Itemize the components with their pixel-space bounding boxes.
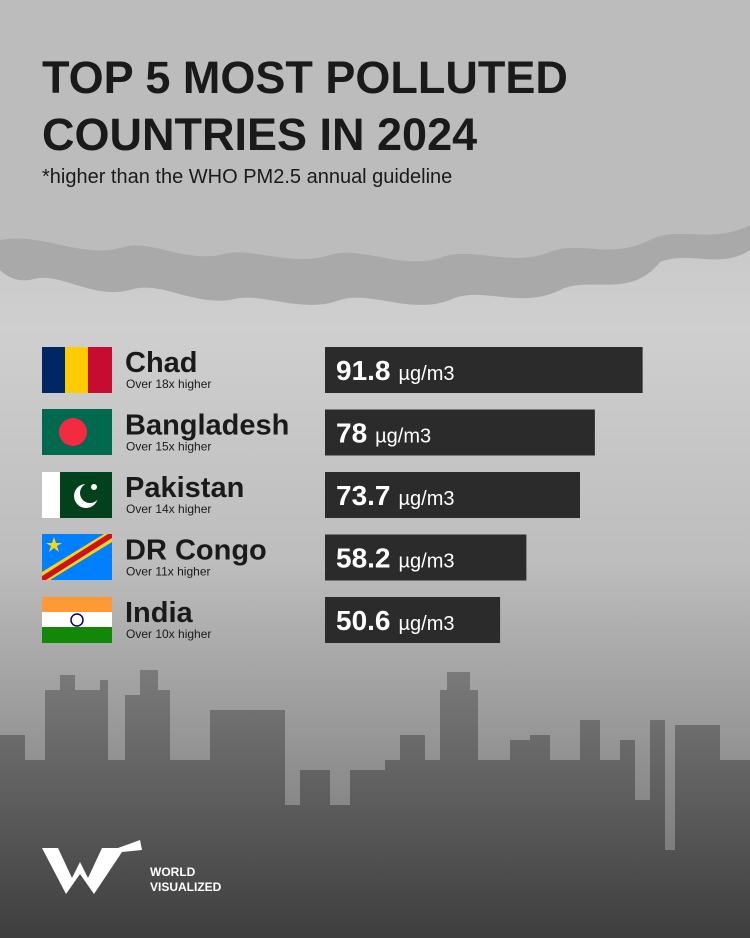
country-name: India <box>125 597 194 629</box>
value-label: 91.8 µg/m3 <box>336 355 455 386</box>
bar <box>325 347 643 393</box>
title-line: COUNTRIES IN 2024 <box>42 109 477 160</box>
logo <box>42 840 142 894</box>
value-unit: µg/m3 <box>399 613 455 635</box>
country-name: Bangladesh <box>125 410 289 442</box>
cloud <box>0 0 750 262</box>
value-unit: µg/m3 <box>399 488 455 510</box>
value-label: 78 µg/m3 <box>336 418 431 449</box>
country-note: Over 18x higher <box>126 377 211 391</box>
brand: WORLD <box>150 865 196 879</box>
country-name: Chad <box>125 347 198 379</box>
flag-chad <box>42 347 112 393</box>
value-number: 91.8 <box>336 355 391 386</box>
bar <box>325 409 595 456</box>
flag-india <box>42 597 112 643</box>
bar <box>325 472 581 518</box>
value-label: 58.2 µg/m3 <box>336 543 455 574</box>
flag-bangladesh <box>42 409 112 455</box>
value-number: 73.7 <box>336 480 391 511</box>
country-note: Over 11x higher <box>126 565 211 579</box>
title-line: TOP 5 MOST POLLUTED <box>42 52 568 103</box>
country-note: Over 10x higher <box>126 627 211 641</box>
bar <box>325 597 501 643</box>
value-unit: µg/m3 <box>375 426 431 448</box>
country-note: Over 14x higher <box>126 502 211 516</box>
country-name: Pakistan <box>125 472 244 504</box>
value-label: 73.7 µg/m3 <box>336 480 455 511</box>
flag-dr-congo <box>42 534 112 580</box>
value-number: 58.2 <box>336 543 391 574</box>
value-unit: µg/m3 <box>399 551 455 573</box>
value-number: 50.6 <box>336 605 391 636</box>
brand: VISUALIZED <box>150 880 222 894</box>
value-label: 50.6 µg/m3 <box>336 605 455 636</box>
value-number: 78 <box>336 418 367 449</box>
flag-pakistan <box>42 472 112 518</box>
bar <box>325 534 527 581</box>
value-unit: µg/m3 <box>399 363 455 385</box>
subtitle: *higher than the WHO PM2.5 annual guidel… <box>42 166 452 188</box>
country-note: Over 15x higher <box>126 440 211 454</box>
skyline <box>0 670 750 938</box>
country-name: DR Congo <box>125 535 267 567</box>
